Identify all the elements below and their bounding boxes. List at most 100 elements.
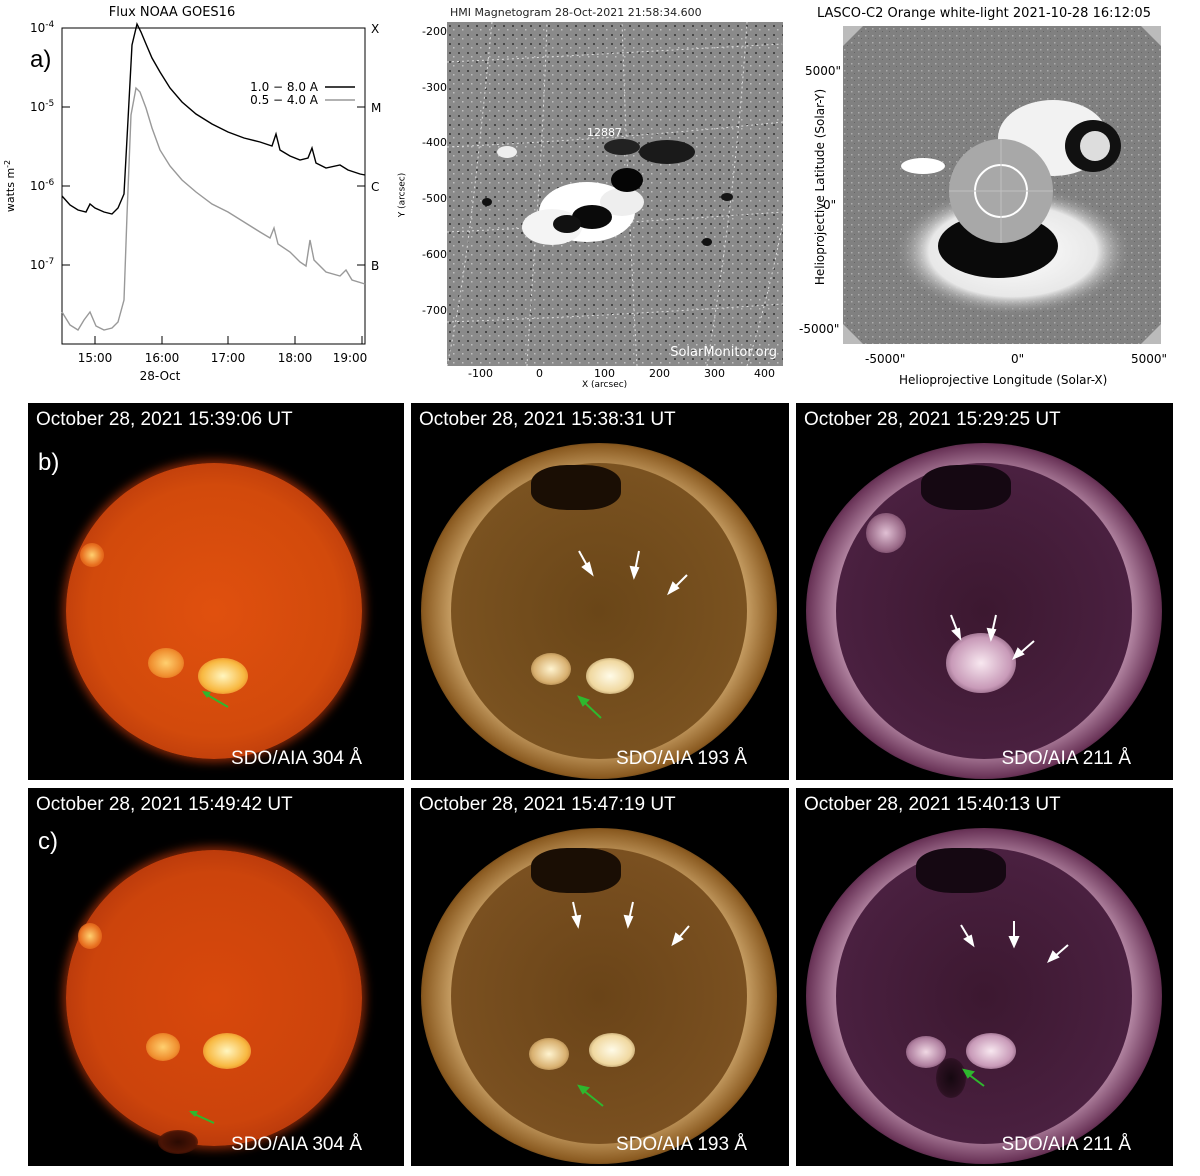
- x-tick-label: 19:00: [333, 351, 368, 365]
- lasco-x-tick: -5000": [865, 352, 906, 366]
- solar-disk-211: [836, 463, 1132, 759]
- goes-long-channel-curve: [61, 21, 366, 215]
- hmi-magnetogram: HMI Magnetogram 28-Oct-2021 21:58:34.600: [397, 0, 795, 395]
- x-tick-label: 18:00: [278, 351, 313, 365]
- aia-211-panel-b: October 28, 2021 15:29:25 UT SDO/AIA 211…: [796, 403, 1173, 780]
- instrument-label: SDO/AIA 193 Å: [616, 1134, 747, 1155]
- flare-class-x: X: [371, 22, 379, 36]
- bright-active-region: [966, 1033, 1016, 1069]
- lasco-x-tick: 5000": [1131, 352, 1168, 366]
- green-arrow-icon: [202, 691, 229, 708]
- y-tick-label: 10-6: [30, 178, 55, 193]
- lasco-y-tick: 5000": [805, 64, 842, 78]
- hmi-y-axis-label: Y (arcsec): [397, 172, 408, 218]
- bright-active-region: [586, 658, 634, 694]
- y-axis-label: watts m-2: [3, 160, 17, 212]
- lasco-c2: LASCO-C2 Orange white-light 2021-10-28 1…: [795, 0, 1200, 395]
- lasco-y-axis-label: Helioprojective Latitude (Solar-Y): [813, 88, 827, 286]
- bright-active-region: [946, 633, 1016, 693]
- flare-class-c: C: [371, 180, 379, 194]
- lasco-y-tick: 0": [823, 198, 837, 212]
- instrument-label: SDO/AIA 211 Å: [1001, 748, 1131, 769]
- timestamp: October 28, 2021 15:49:42 UT: [36, 794, 293, 815]
- timestamp: October 28, 2021 15:40:13 UT: [804, 794, 1061, 815]
- x-tick-label: 16:00: [145, 351, 180, 365]
- erupting-filament: [936, 1058, 966, 1098]
- instrument-label: SDO/AIA 211 Å: [1001, 1134, 1131, 1155]
- flare-class-m: M: [371, 101, 381, 115]
- hmi-x-tick: -100: [468, 367, 493, 380]
- hmi-grid-svg: [447, 22, 783, 366]
- panel-c-label: c): [38, 828, 58, 855]
- hmi-image: 12887 SolarMonitor.org: [447, 22, 783, 366]
- instrument-label: SDO/AIA 193 Å: [616, 748, 747, 769]
- hmi-x-axis-label: X (arcsec): [582, 380, 628, 390]
- hmi-title: HMI Magnetogram 28-Oct-2021 21:58:34.600: [450, 6, 702, 19]
- region-number: 12887: [587, 126, 622, 139]
- x-axis-label: 28-Oct: [140, 369, 181, 383]
- lasco-image: [843, 26, 1161, 344]
- solar-disk-193: [451, 848, 747, 1144]
- bright-region: [866, 513, 906, 553]
- instrument-label: SDO/AIA 304 Å: [231, 748, 362, 769]
- bright-region: [78, 923, 102, 949]
- goes-plot: Flux NOAA GOES16 1.0 − 8.0 A 0.5 − 4.0 A…: [0, 0, 400, 395]
- hmi-y-tick: -500: [422, 192, 447, 205]
- hmi-y-tick: -300: [422, 81, 447, 94]
- timestamp: October 28, 2021 15:29:25 UT: [804, 409, 1061, 430]
- aia-304-panel-b: October 28, 2021 15:39:06 UT b) SDO/AIA …: [28, 403, 404, 780]
- active-region-12887: [482, 139, 733, 246]
- x-tick-label: 17:00: [211, 351, 246, 365]
- solar-disk-304: [66, 463, 362, 759]
- coronal-hole: [531, 848, 621, 893]
- hmi-y-tick: -400: [422, 136, 447, 149]
- arrows-overlay: [577, 550, 688, 719]
- bright-active-region: [589, 1033, 635, 1067]
- bright-active-region: [203, 1033, 251, 1069]
- goes-title: Flux NOAA GOES16: [109, 5, 235, 20]
- lasco-x-tick: 0": [1011, 352, 1025, 366]
- aia-211-panel-c: October 28, 2021 15:40:13 UT SDO/AIA 211…: [796, 788, 1173, 1166]
- y-tick-label: 10-4: [30, 20, 55, 35]
- solar-disk-304: [66, 850, 362, 1146]
- bright-region: [148, 648, 184, 678]
- lasco-x-axis-label: Helioprojective Longitude (Solar-X): [899, 373, 1108, 387]
- hmi-y-tick: -700: [422, 304, 447, 317]
- bright-region: [146, 1033, 180, 1061]
- bright-region: [906, 1036, 946, 1068]
- coronal-hole: [916, 848, 1006, 893]
- arrows-overlay: [960, 921, 1069, 1087]
- arrows-overlay: [950, 614, 1035, 660]
- hmi-x-tick: 400: [754, 367, 775, 380]
- timestamp: October 28, 2021 15:39:06 UT: [36, 409, 293, 430]
- bright-region: [529, 1038, 569, 1070]
- aia-304-panel-c: October 28, 2021 15:49:42 UT c) SDO/AIA …: [28, 788, 404, 1166]
- bright-active-region: [198, 658, 248, 694]
- aia-193-panel-c: October 28, 2021 15:47:19 UT SDO/AIA 193…: [411, 788, 789, 1166]
- hmi-x-tick: 200: [649, 367, 670, 380]
- y-tick-label: 10-7: [30, 257, 54, 272]
- goes-svg: Flux NOAA GOES16 1.0 − 8.0 A 0.5 − 4.0 A…: [3, 5, 381, 383]
- green-arrow-icon: [189, 1111, 215, 1124]
- instrument-label: SDO/AIA 304 Å: [231, 1134, 362, 1155]
- timestamp: October 28, 2021 15:38:31 UT: [419, 409, 676, 430]
- hmi-y-tick: -200: [422, 25, 447, 38]
- legend-short-label: 0.5 − 4.0 A: [250, 93, 319, 107]
- solarmonitor-watermark: SolarMonitor.org: [670, 345, 777, 360]
- hmi-y-tick: -600: [422, 248, 447, 261]
- bright-region: [80, 543, 104, 567]
- panel-a-label: a): [30, 46, 52, 73]
- timestamp: October 28, 2021 15:47:19 UT: [419, 794, 676, 815]
- flare-class-b: B: [371, 259, 379, 273]
- aia-193-panel-b: October 28, 2021 15:38:31 UT SDO/AIA 193…: [411, 403, 789, 780]
- lasco-title: LASCO-C2 Orange white-light 2021-10-28 1…: [817, 6, 1151, 21]
- goes-frame: [61, 27, 366, 345]
- arrows-overlay: [571, 901, 690, 1107]
- panel-b-label: b): [38, 449, 60, 476]
- lasco-svg: [843, 26, 1161, 344]
- x-tick-label: 15:00: [78, 351, 113, 365]
- hmi-x-tick: 0: [536, 367, 543, 380]
- goes-short-channel-curve: [61, 86, 366, 331]
- lasco-y-tick: -5000": [799, 322, 840, 336]
- solar-disk-211: [836, 848, 1132, 1144]
